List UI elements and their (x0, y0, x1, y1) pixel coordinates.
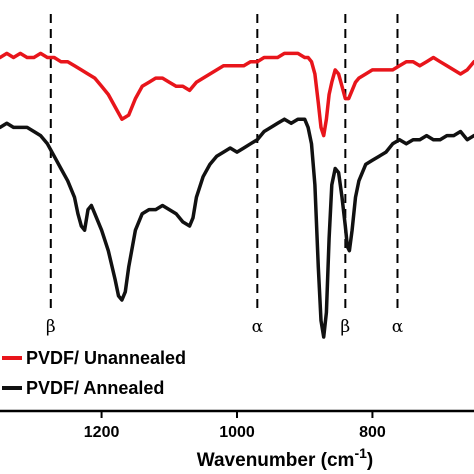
legend: PVDF/ Unannealed PVDF/ Annealed (2, 348, 186, 398)
x-tick-label-800: 800 (359, 424, 386, 441)
x-axis-title-superscript: -1 (354, 445, 367, 461)
series-line-unannealed (0, 51, 474, 138)
phase-marker-label-2: β (340, 317, 350, 337)
phase-marker-label-1: α (252, 317, 264, 337)
x-axis-title: Wavenumber (cm-1) (197, 445, 373, 471)
x-tick-label-1000: 1000 (219, 424, 255, 441)
series-layer (0, 51, 474, 339)
legend-label-annealed: PVDF/ Annealed (26, 378, 164, 398)
series-line-annealed (0, 117, 474, 339)
x-tick-layer: 1200 1000 800 (84, 411, 386, 441)
x-tick-label-1200: 1200 (84, 424, 120, 441)
phase-marker-label-3: α (392, 317, 404, 337)
legend-label-unannealed: PVDF/ Unannealed (26, 348, 186, 368)
phase-marker-label-0: β (46, 317, 56, 337)
phase-marker-layer (49, 14, 399, 308)
